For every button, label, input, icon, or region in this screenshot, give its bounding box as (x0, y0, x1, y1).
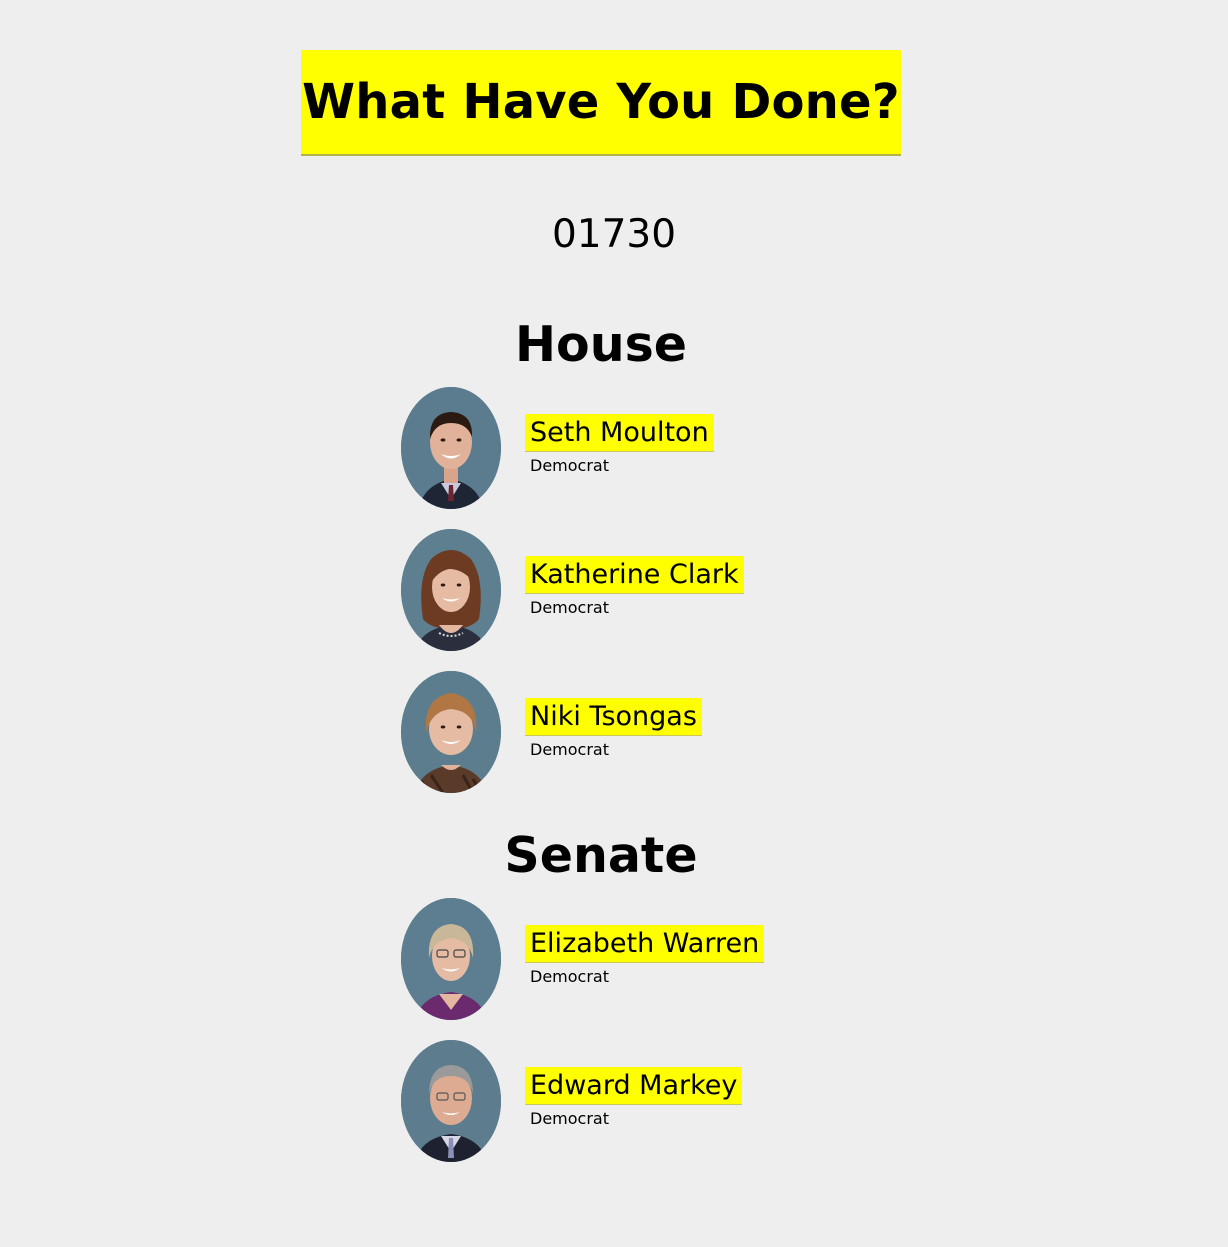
rep-name[interactable]: Seth Moulton (525, 414, 714, 452)
rep-party: Democrat (530, 598, 609, 617)
title-banner: What Have You Done? (301, 50, 901, 156)
rep-card[interactable]: Seth Moulton Democrat (401, 387, 901, 509)
rep-card[interactable]: Edward Markey Democrat (401, 1040, 901, 1162)
rep-photo (401, 387, 501, 509)
portrait-image (401, 1040, 501, 1162)
senate-heading: Senate (504, 827, 698, 884)
portrait-image (401, 671, 501, 793)
rep-party: Democrat (530, 967, 609, 986)
rep-party: Democrat (530, 1109, 609, 1128)
rep-photo (401, 1040, 501, 1162)
portrait-image (401, 529, 501, 651)
rep-photo (401, 671, 501, 793)
rep-name[interactable]: Elizabeth Warren (525, 925, 765, 963)
house-heading: House (515, 316, 687, 373)
rep-photo (401, 529, 501, 651)
rep-party: Democrat (530, 740, 609, 759)
rep-card[interactable]: Katherine Clark Democrat (401, 529, 901, 651)
rep-card[interactable]: Elizabeth Warren Democrat (401, 898, 901, 1020)
portrait-image (401, 898, 501, 1020)
portrait-image (401, 387, 501, 509)
rep-name[interactable]: Niki Tsongas (525, 698, 702, 736)
rep-party: Democrat (530, 456, 609, 475)
rep-name[interactable]: Katherine Clark (525, 556, 744, 594)
rep-card[interactable]: Niki Tsongas Democrat (401, 671, 901, 793)
page-title: What Have You Done? (302, 74, 900, 130)
zip-code: 01730 (551, 212, 677, 257)
rep-photo (401, 898, 501, 1020)
rep-name[interactable]: Edward Markey (525, 1067, 743, 1105)
